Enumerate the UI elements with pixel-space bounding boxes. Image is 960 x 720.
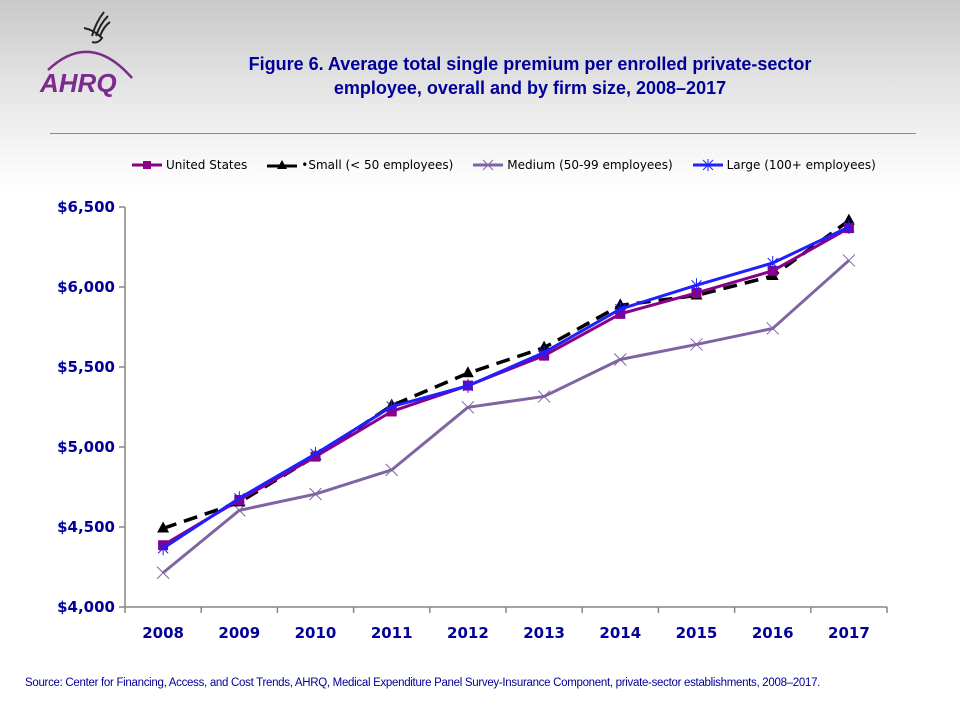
series-line-small-50-employees- [162, 219, 850, 531]
x-tick-label: 2010 [295, 624, 337, 642]
data-point-triangle [157, 521, 170, 533]
x-tick-label: 2013 [523, 624, 565, 642]
data-point-triangle [461, 366, 474, 378]
x-tick-label: 2009 [218, 624, 260, 642]
data-point-square [767, 265, 778, 276]
logo-text: AHRQ [39, 68, 117, 98]
x-tick-label: 2017 [828, 624, 870, 642]
data-point-x [537, 390, 551, 403]
series-line-medium-50-99-employees- [162, 259, 850, 574]
legend-item-small: •Small (< 50 employees) [265, 158, 453, 172]
chart-legend: United States •Small (< 50 employees) Me… [130, 156, 894, 174]
y-tick-label: $6,000 [57, 278, 115, 296]
legend-item-large: Large (100+ employees) [691, 158, 876, 172]
legend-label: United States [166, 158, 248, 172]
x-tick-label: 2011 [371, 624, 413, 642]
legend-item-medium: Medium (50-99 employees) [471, 158, 673, 172]
data-point-star [691, 278, 702, 293]
legend-marker-triangle-icon [267, 160, 298, 169]
hhs-eagle-icon [83, 11, 111, 44]
logo-arc [47, 50, 133, 79]
data-point-star [157, 541, 169, 556]
y-tick-label: $6,500 [57, 198, 115, 216]
data-point-star [233, 491, 245, 506]
legend-label: Large (100+ employees) [726, 158, 876, 172]
title-line-2: employee, overall and by firm size, 2008… [333, 78, 727, 98]
data-point-star [538, 345, 550, 360]
data-point-x [385, 463, 399, 477]
series-line-united-states [162, 226, 850, 547]
header-background [0, 0, 960, 190]
data-point-star [614, 302, 626, 317]
data-point-x [461, 400, 475, 414]
legend-marker-x-icon [473, 159, 504, 171]
data-point-star [462, 378, 474, 393]
legend-marker-star-icon [692, 159, 723, 171]
header-divider [50, 133, 916, 134]
data-point-star [310, 446, 321, 461]
title-line-1: Figure 6. Average total single premium p… [248, 54, 812, 74]
chart-title: Figure 6. Average total single premium p… [185, 52, 875, 100]
data-point-star [843, 220, 855, 234]
x-tick-label: 2014 [599, 624, 641, 642]
x-tick-label: 2016 [752, 624, 794, 642]
series-line-large-100-employees- [162, 225, 850, 550]
legend-item-united-states: United States [130, 158, 247, 172]
data-point-x [309, 487, 322, 501]
x-tick-label: 2012 [447, 624, 489, 642]
x-tick-label: 2015 [676, 624, 718, 642]
data-point-x [156, 566, 170, 580]
y-tick-label: $4,000 [57, 598, 115, 616]
data-point-star [386, 399, 398, 414]
data-point-x [613, 353, 627, 366]
legend-marker-square-icon [132, 161, 162, 169]
data-point-x [690, 338, 703, 351]
y-tick-label: $5,000 [57, 438, 115, 456]
data-point-star [767, 256, 779, 270]
data-point-x [766, 322, 780, 335]
legend-label: •Small (< 50 employees) [301, 158, 454, 172]
source-note: Source: Center for Financing, Access, an… [25, 677, 821, 689]
data-point-triangle [842, 213, 855, 225]
x-tick-label: 2008 [142, 624, 184, 642]
data-point-square [691, 287, 702, 298]
y-tick-label: $5,500 [57, 358, 115, 376]
y-tick-label: $4,500 [57, 518, 115, 536]
legend-label: Medium (50-99 employees) [507, 158, 673, 172]
data-point-x [842, 254, 856, 267]
ahrq-logo: AHRQ [39, 11, 133, 98]
